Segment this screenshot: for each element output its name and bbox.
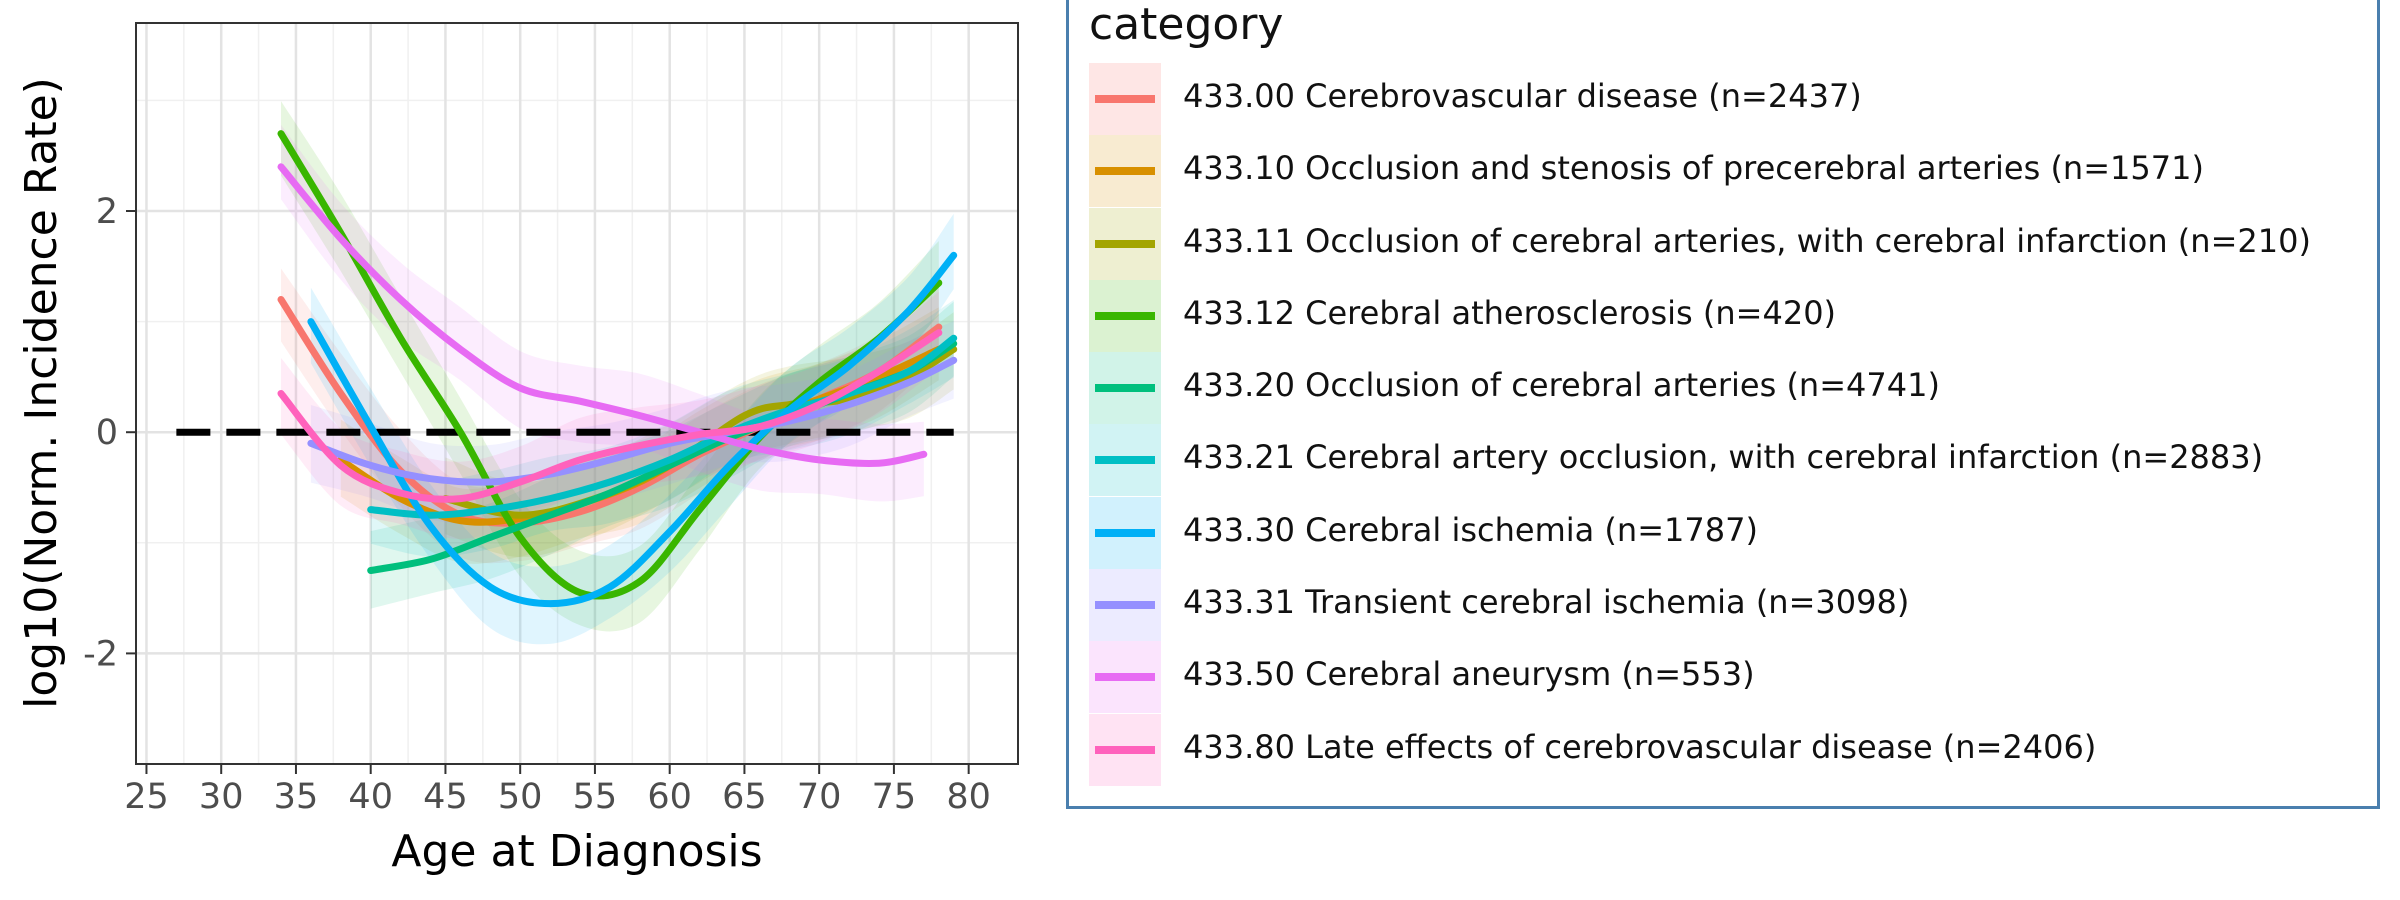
confidence-band [370, 300, 954, 557]
confidence-band [281, 268, 939, 564]
series-lines [277, 130, 958, 608]
legend-label: 433.50 Cerebral aneurysm (n=553) [1183, 655, 1755, 694]
legend-key-line [1095, 239, 1155, 248]
y-tick-label: 0 [96, 413, 118, 453]
legend-key-line [1095, 384, 1155, 393]
series-line [441, 345, 958, 519]
legend-key [1089, 135, 1161, 208]
legend-label: 433.20 Occlusion of cerebral arteries (n… [1183, 366, 1940, 405]
confidence-band [340, 307, 939, 564]
y-axis-label: log10(Norm. Incidence Rate) [16, 77, 67, 709]
legend-label: 433.11 Occlusion of cerebral arteries, w… [1183, 221, 2311, 260]
legend-label: 433.31 Transient cerebral ischemia (n=30… [1183, 583, 1910, 622]
x-tick-label: 40 [348, 777, 393, 817]
x-tick-label: 65 [722, 777, 767, 817]
legend-key-line [1095, 745, 1155, 754]
series-line [367, 334, 958, 519]
legend-label: 433.10 Occlusion and stenosis of precere… [1183, 149, 2204, 188]
legend-key-line [1095, 601, 1155, 610]
legend-key [1089, 713, 1161, 786]
legend-key [1089, 279, 1161, 352]
y-axis-ticks: -2 0 2 [83, 192, 136, 674]
series-line [277, 163, 928, 467]
legend-label: 433.21 Cerebral artery occlusion, with c… [1183, 438, 2264, 477]
x-axis-ticks: 25 30 35 40 45 50 55 60 65 70 75 80 [124, 764, 991, 817]
legend-key [1089, 569, 1161, 642]
legend-key-line [1095, 456, 1155, 465]
legend-label: 433.80 Late effects of cerebrovascular d… [1183, 727, 2097, 766]
x-tick-label: 25 [124, 777, 169, 817]
x-axis-label: Age at Diagnosis [391, 826, 762, 877]
legend-key [1089, 496, 1161, 569]
legend-label: 433.12 Cerebral atherosclerosis (n=420) [1183, 293, 1837, 332]
plot-border [135, 22, 1019, 765]
x-tick-label: 70 [797, 777, 842, 817]
legend-label: 433.30 Cerebral ischemia (n=1787) [1183, 510, 1758, 549]
confidence-band [310, 213, 954, 645]
x-tick-label: 60 [647, 777, 692, 817]
x-tick-label: 35 [274, 777, 319, 817]
legend-key [1089, 207, 1161, 280]
legend-key [1089, 424, 1161, 497]
legend-key [1089, 641, 1161, 714]
x-tick-label: 50 [498, 777, 543, 817]
legend-key-line [1095, 95, 1155, 103]
chart: 25 30 35 40 45 50 55 60 65 70 75 80 -2 0 2 Age at Dia… [16, 22, 1019, 877]
x-tick-label: 75 [872, 777, 917, 817]
y-tick-label: 2 [96, 192, 118, 232]
confidence-band [281, 101, 939, 632]
legend-key [1089, 352, 1161, 425]
legend-key-line [1095, 167, 1155, 176]
x-tick-label: 30 [199, 777, 244, 817]
legend-key-line [1095, 528, 1155, 537]
legend-label: 433.00 Cerebrovascular disease (n=2437) [1183, 77, 1862, 115]
legend-key-line [1095, 673, 1155, 682]
y-tick-label: -2 [83, 634, 118, 674]
x-tick-label: 45 [423, 777, 468, 817]
x-tick-label: 55 [573, 777, 618, 817]
confidence-band [310, 321, 954, 524]
series-line [277, 329, 943, 503]
legend-key [1089, 63, 1161, 135]
series-line [307, 356, 958, 486]
legend-key-line [1095, 311, 1155, 320]
x-tick-label: 80 [946, 777, 991, 817]
legend-title: category [1089, 0, 1284, 50]
legend: category 433.00 Cerebrovascular disease … [1066, 0, 2380, 809]
